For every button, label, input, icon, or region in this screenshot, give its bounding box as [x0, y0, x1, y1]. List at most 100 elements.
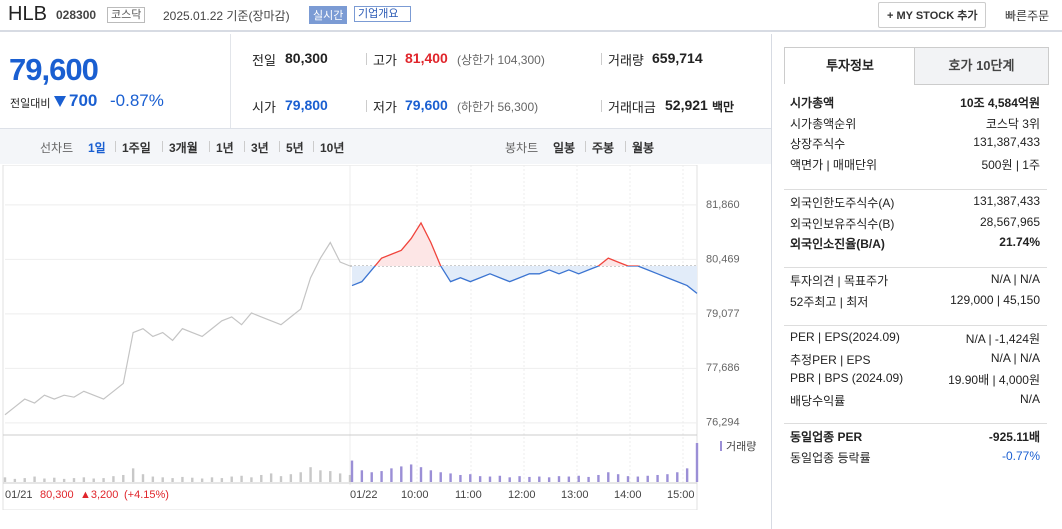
volume-bar: [478, 476, 482, 482]
volume-label: 거래량: [726, 440, 756, 453]
volume-bar: [200, 478, 204, 482]
candle-tab[interactable]: 일봉: [553, 141, 576, 155]
volume-bar: [338, 473, 342, 482]
volume-bar: [269, 473, 273, 482]
volume-bar: [459, 474, 462, 482]
group-sep: [784, 189, 1047, 190]
info-label: 상장주식수: [790, 137, 846, 151]
volume-bar: [626, 476, 630, 482]
x-tick-label: 10:00: [401, 489, 429, 501]
overview-button[interactable]: 기업개요: [354, 6, 412, 22]
volume-bar: [309, 467, 312, 482]
volume-bar: [538, 476, 541, 482]
volume-bar: [289, 474, 293, 482]
candle-tab[interactable]: 월봉: [632, 141, 655, 155]
side-tab[interactable]: 호가 10단계: [914, 47, 1049, 85]
period-tab[interactable]: 1일: [88, 141, 106, 155]
volume-bar: [53, 477, 56, 482]
tab-sep: [279, 141, 280, 152]
period-tab[interactable]: 3년: [251, 141, 269, 155]
period-tab[interactable]: 5년: [286, 141, 304, 155]
stat-value: 81,400: [405, 50, 448, 66]
change-label: 전일대비: [10, 98, 51, 110]
info-label: 배당수익률: [790, 393, 846, 408]
side-divider: [771, 34, 772, 529]
stat-sep: [601, 53, 602, 65]
mystock-button[interactable]: + MY STOCK 추가: [878, 2, 987, 28]
volume-bar: [636, 476, 640, 482]
x-tick-label: 12:00: [508, 489, 536, 501]
info-value: N/A: [1019, 391, 1040, 406]
volume-bar: [429, 470, 433, 482]
info-label: 동일업종 PER: [790, 430, 863, 444]
x-tick-label: 01/22: [350, 489, 378, 501]
volume-bar: [3, 477, 7, 482]
volume-bar: [240, 475, 243, 482]
tab-sep: [244, 141, 245, 152]
volume-legend-swatch: [720, 441, 722, 451]
volume-bar: [439, 472, 442, 482]
volume-bar: [210, 477, 214, 482]
y-tick-label: 77,686: [706, 362, 740, 374]
price-line-down: [351, 266, 698, 294]
volume-bar: [151, 476, 155, 482]
realtime-badge[interactable]: 실시간: [309, 6, 348, 24]
price-line: [4, 241, 351, 416]
group-sep: [784, 267, 1047, 268]
volume-bar: [23, 478, 26, 482]
info-value: N/A | -1,424원: [965, 332, 1040, 346]
date: 2025.01.22 기준(장마감): [163, 9, 290, 23]
volume-bar: [607, 472, 610, 482]
volume-bar: [646, 475, 649, 482]
info-value: N/A | N/A: [990, 272, 1040, 286]
y-tick-label: 76,294: [706, 417, 740, 429]
line-chart-label: 선차트: [40, 141, 74, 155]
quick-order[interactable]: 빠른주문: [1005, 9, 1050, 23]
info-value: -925.11배: [988, 430, 1040, 444]
stat-value: 80,300: [285, 50, 328, 66]
stat-note: (상한가 104,300): [457, 53, 545, 67]
info-label: 외국인한도주식수(A): [790, 196, 895, 210]
tab-sep: [115, 141, 116, 152]
volume-bar: [528, 476, 531, 482]
tab-sep: [585, 141, 586, 152]
volume-bar: [380, 471, 383, 482]
price-chart: 81,860 80,469 79,077 77,686 76,294 거래량 01/21 01…: [2, 165, 756, 510]
volume-bar: [92, 478, 95, 482]
period-tab[interactable]: 1주일: [122, 141, 151, 155]
info-label: 투자의견 | 목표주가: [790, 274, 889, 288]
volume-bar: [656, 474, 659, 482]
info-value: N/A | N/A: [990, 350, 1040, 365]
volume-bar: [43, 478, 46, 482]
info-label: 시가총액: [790, 96, 835, 110]
period-tab[interactable]: 3개월: [169, 141, 198, 155]
info-value: 131,387,433: [973, 135, 1040, 149]
stat-label: 시가: [252, 100, 276, 115]
y-tick-label: 79,077: [706, 308, 740, 320]
volume-bar: [13, 478, 17, 482]
volume-bar: [577, 475, 580, 482]
volume-bar: [122, 474, 125, 482]
volume-bar: [469, 474, 472, 482]
volume-bar: [220, 478, 224, 482]
info-value: 19.90배 | 4,000원: [948, 373, 1040, 387]
volume-bar: [666, 474, 669, 482]
stat-label: 저가: [373, 100, 397, 115]
volume-bar: [250, 477, 253, 482]
group-sep: [784, 423, 1047, 424]
volume-bar: [518, 476, 521, 482]
area-down: [352, 266, 697, 294]
period-tab[interactable]: 10년: [320, 141, 345, 155]
volume-bar: [279, 476, 283, 482]
candle-tab[interactable]: 주봉: [592, 141, 615, 155]
volume-bar: [82, 477, 86, 482]
volume-bar: [370, 472, 373, 482]
volume-bar: [260, 474, 263, 482]
volume-bar: [112, 476, 115, 482]
tab-sep: [209, 141, 210, 152]
info-value: -0.77%: [1001, 448, 1040, 463]
change-value: 700: [69, 91, 98, 110]
side-tab-active[interactable]: 투자정보: [784, 47, 916, 84]
period-tab[interactable]: 1년: [216, 141, 234, 155]
